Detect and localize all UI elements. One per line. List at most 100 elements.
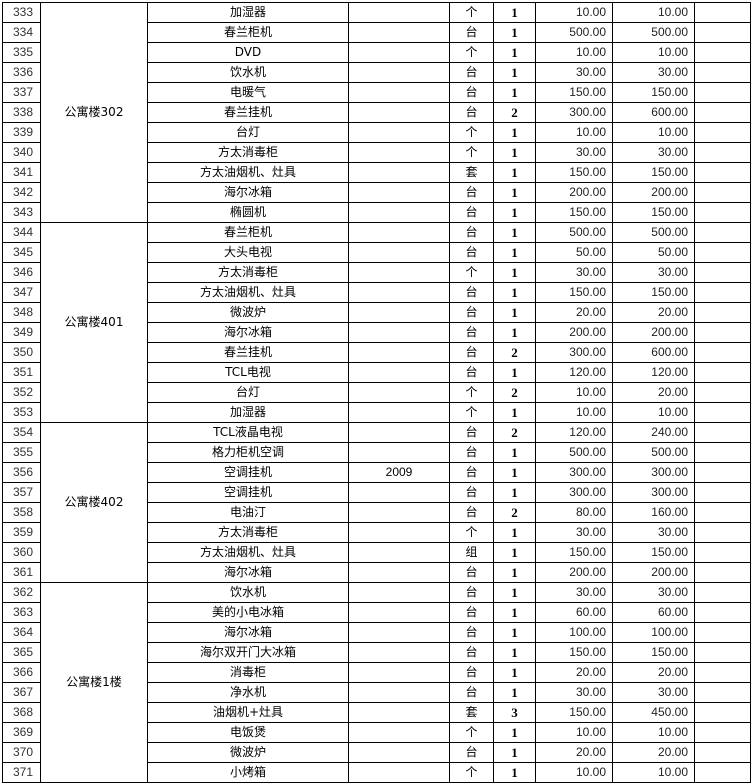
row-number-cell[interactable]: 360 (2, 542, 41, 563)
row-number-cell[interactable]: 340 (2, 142, 41, 163)
item-name-cell[interactable]: 油烟机+灶具 (147, 702, 349, 723)
note-cell[interactable] (694, 362, 751, 383)
unit-cell[interactable]: 台 (449, 742, 494, 763)
note-cell[interactable] (694, 482, 751, 503)
unit-cell[interactable]: 套 (449, 702, 494, 723)
model-year-cell[interactable] (348, 702, 450, 723)
row-number-cell[interactable]: 365 (2, 642, 41, 663)
item-name-cell[interactable]: 电饭煲 (147, 722, 349, 743)
row-number-cell[interactable]: 349 (2, 322, 41, 343)
unit-cell[interactable]: 台 (449, 502, 494, 523)
note-cell[interactable] (694, 42, 751, 63)
note-cell[interactable] (694, 502, 751, 523)
quantity-cell[interactable]: 1 (493, 442, 536, 463)
note-cell[interactable] (694, 102, 751, 123)
unit-price-cell[interactable]: 10.00 (535, 382, 613, 403)
item-name-cell[interactable]: 春兰柜机 (147, 22, 349, 43)
item-name-cell[interactable]: 微波炉 (147, 742, 349, 763)
unit-price-cell[interactable]: 500.00 (535, 442, 613, 463)
item-name-cell[interactable]: 春兰挂机 (147, 102, 349, 123)
item-name-cell[interactable]: 方太油烟机、灶具 (147, 542, 349, 563)
row-number-cell[interactable]: 352 (2, 382, 41, 403)
total-price-cell[interactable]: 200.00 (612, 562, 695, 583)
model-year-cell[interactable] (348, 342, 450, 363)
model-year-cell[interactable] (348, 62, 450, 83)
item-name-cell[interactable]: 方太消毒柜 (147, 142, 349, 163)
row-number-cell[interactable]: 336 (2, 62, 41, 83)
model-year-cell[interactable] (348, 682, 450, 703)
unit-cell[interactable]: 个 (449, 762, 494, 783)
unit-cell[interactable]: 个 (449, 262, 494, 283)
item-name-cell[interactable]: 方太消毒柜 (147, 262, 349, 283)
note-cell[interactable] (694, 182, 751, 203)
item-name-cell[interactable]: TCL电视 (147, 362, 349, 383)
item-name-cell[interactable]: 电暖气 (147, 82, 349, 103)
unit-price-cell[interactable]: 150.00 (535, 642, 613, 663)
item-name-cell[interactable]: 电油汀 (147, 502, 349, 523)
total-price-cell[interactable]: 20.00 (612, 662, 695, 683)
model-year-cell[interactable] (348, 502, 450, 523)
unit-price-cell[interactable]: 30.00 (535, 262, 613, 283)
note-cell[interactable] (694, 242, 751, 263)
total-price-cell[interactable]: 500.00 (612, 442, 695, 463)
quantity-cell[interactable]: 1 (493, 82, 536, 103)
item-name-cell[interactable]: 消毒柜 (147, 662, 349, 683)
quantity-cell[interactable]: 1 (493, 22, 536, 43)
quantity-cell[interactable]: 1 (493, 642, 536, 663)
row-number-cell[interactable]: 367 (2, 682, 41, 703)
row-number-cell[interactable]: 353 (2, 402, 41, 423)
row-number-cell[interactable]: 344 (2, 222, 41, 243)
total-price-cell[interactable]: 500.00 (612, 222, 695, 243)
quantity-cell[interactable]: 1 (493, 142, 536, 163)
row-number-cell[interactable]: 363 (2, 602, 41, 623)
unit-cell[interactable]: 台 (449, 442, 494, 463)
total-price-cell[interactable]: 10.00 (612, 402, 695, 423)
quantity-cell[interactable]: 1 (493, 402, 536, 423)
row-number-cell[interactable]: 359 (2, 522, 41, 543)
item-name-cell[interactable]: 海尔冰箱 (147, 182, 349, 203)
item-name-cell[interactable]: 小烤箱 (147, 762, 349, 783)
quantity-cell[interactable]: 1 (493, 562, 536, 583)
note-cell[interactable] (694, 302, 751, 323)
row-number-cell[interactable]: 358 (2, 502, 41, 523)
total-price-cell[interactable]: 200.00 (612, 322, 695, 343)
unit-price-cell[interactable]: 10.00 (535, 402, 613, 423)
row-number-cell[interactable]: 335 (2, 42, 41, 63)
note-cell[interactable] (694, 62, 751, 83)
item-name-cell[interactable]: 方太油烟机、灶具 (147, 162, 349, 183)
row-number-cell[interactable]: 346 (2, 262, 41, 283)
quantity-cell[interactable]: 1 (493, 282, 536, 303)
model-year-cell[interactable] (348, 622, 450, 643)
quantity-cell[interactable]: 3 (493, 702, 536, 723)
row-number-cell[interactable]: 345 (2, 242, 41, 263)
unit-price-cell[interactable]: 150.00 (535, 702, 613, 723)
model-year-cell[interactable] (348, 542, 450, 563)
note-cell[interactable] (694, 602, 751, 623)
model-year-cell[interactable] (348, 382, 450, 403)
total-price-cell[interactable]: 150.00 (612, 282, 695, 303)
note-cell[interactable] (694, 322, 751, 343)
row-number-cell[interactable]: 337 (2, 82, 41, 103)
note-cell[interactable] (694, 582, 751, 603)
total-price-cell[interactable]: 150.00 (612, 82, 695, 103)
note-cell[interactable] (694, 642, 751, 663)
unit-price-cell[interactable]: 300.00 (535, 102, 613, 123)
unit-price-cell[interactable]: 150.00 (535, 542, 613, 563)
unit-price-cell[interactable]: 500.00 (535, 22, 613, 43)
model-year-cell[interactable] (348, 402, 450, 423)
unit-cell[interactable]: 台 (449, 662, 494, 683)
total-price-cell[interactable]: 450.00 (612, 702, 695, 723)
total-price-cell[interactable]: 30.00 (612, 682, 695, 703)
total-price-cell[interactable]: 10.00 (612, 2, 695, 23)
unit-cell[interactable]: 台 (449, 602, 494, 623)
total-price-cell[interactable]: 20.00 (612, 382, 695, 403)
model-year-cell[interactable] (348, 602, 450, 623)
model-year-cell[interactable] (348, 522, 450, 543)
note-cell[interactable] (694, 382, 751, 403)
unit-cell[interactable]: 组 (449, 542, 494, 563)
model-year-cell[interactable] (348, 482, 450, 503)
model-year-cell[interactable] (348, 22, 450, 43)
group-name-cell[interactable]: 公寓楼402 (40, 422, 148, 583)
total-price-cell[interactable]: 10.00 (612, 722, 695, 743)
unit-cell[interactable]: 个 (449, 522, 494, 543)
